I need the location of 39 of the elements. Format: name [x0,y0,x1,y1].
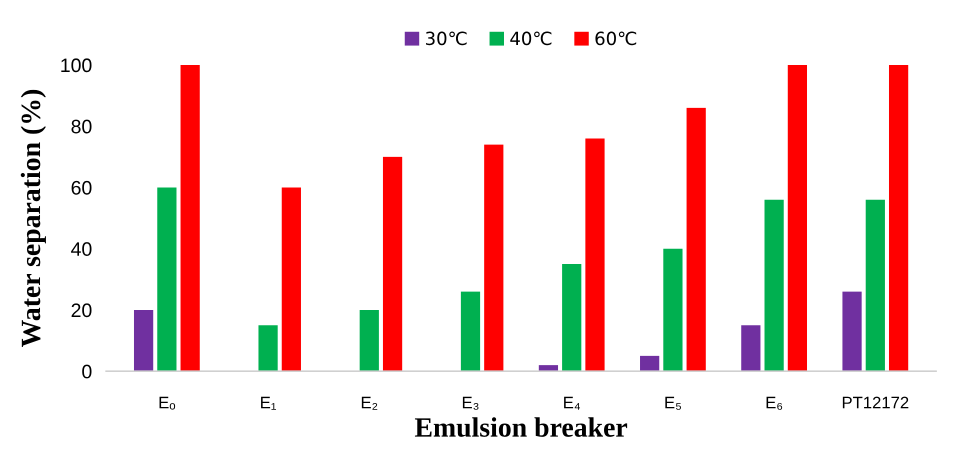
y-tick-label: 0 [82,364,92,378]
bar [484,144,504,372]
bar [842,292,862,372]
x-tick-label: PT12172 [842,396,908,408]
y-tick-label: 20 [72,303,92,318]
bar [562,264,582,372]
bar [686,108,706,372]
x-tick-label: E₄ [564,396,580,410]
bar [663,248,683,372]
y-tick-label: 80 [71,120,92,134]
bar [764,200,784,372]
bar [157,187,176,372]
bar [866,200,885,372]
bar [282,187,301,372]
y-tick-label: 40 [71,242,92,256]
legend-label: 60℃ [595,32,636,46]
bar [134,310,154,372]
bar [585,138,605,372]
legend-label: 30℃ [426,32,467,46]
bar [382,156,402,372]
bar [741,325,760,372]
bar [788,64,808,372]
y-axis-title: Water separation (%) [20,90,46,348]
x-tick-label: E₁ [261,396,276,410]
legend-label: 40℃ [510,32,552,46]
bar [360,310,379,372]
x-tick-label: E₃ [462,396,478,410]
x-tick-label: E₅ [665,396,681,410]
y-tick-label: 60 [72,180,92,195]
bar [258,325,278,372]
bar [180,64,200,372]
y-tick-label: 100 [61,58,92,72]
x-tick-label: E₆ [766,396,782,410]
x-tick-label: E₂ [362,396,378,410]
x-tick-label: Eₒ [160,396,176,410]
bar [640,356,660,372]
bar [460,292,480,372]
x-axis-title: Emulsion breaker [414,417,628,437]
bar [888,64,908,372]
